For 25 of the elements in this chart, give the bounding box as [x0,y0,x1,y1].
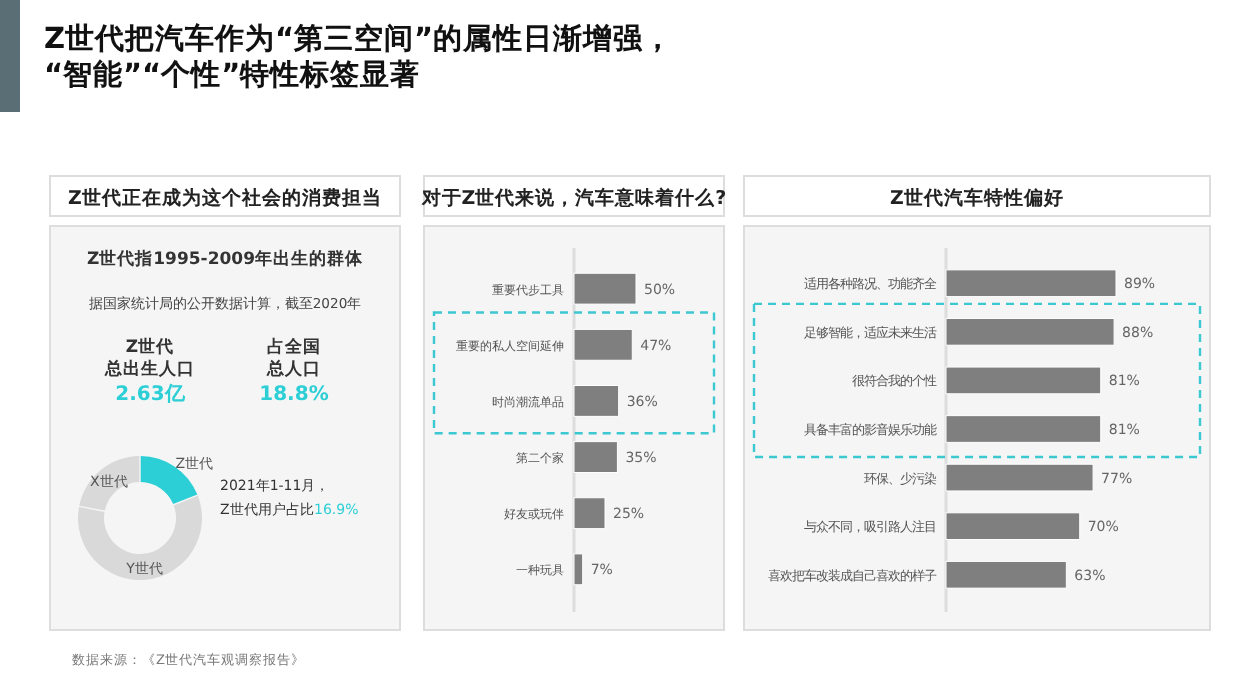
bar [573,441,618,473]
bar [945,560,1067,589]
text: Z世代 [125,336,175,358]
bar [573,497,606,530]
text: 总出生人口 [103,358,195,380]
text: 占全国 [267,336,321,358]
bar [945,317,1115,346]
bar [573,553,584,586]
bar [945,415,1102,443]
bar [945,512,1081,541]
text: Z世代把汽车作为“第三空间”的属性日渐增强， “智能”“个性”特性标签显著 [44,20,674,92]
chart-title: Z世代正在成为这个社会的消费担当 [68,186,382,210]
donut-slice [140,456,198,505]
text: 18.8% [259,384,329,406]
text: 总人口 [265,358,321,380]
chart-title: 对于Z世代来说，汽车意味着什么? [419,186,727,210]
bar [573,385,620,417]
bar [945,269,1117,298]
bar [573,328,633,361]
bar [945,366,1102,395]
bar [573,272,637,305]
bar [945,463,1094,492]
text: 2.63亿 [115,382,187,406]
chart-title: Z世代汽车特性偏好 [890,186,1064,210]
chart-subtitle: Z世代指1995-2009年出生的群体 [86,248,365,270]
